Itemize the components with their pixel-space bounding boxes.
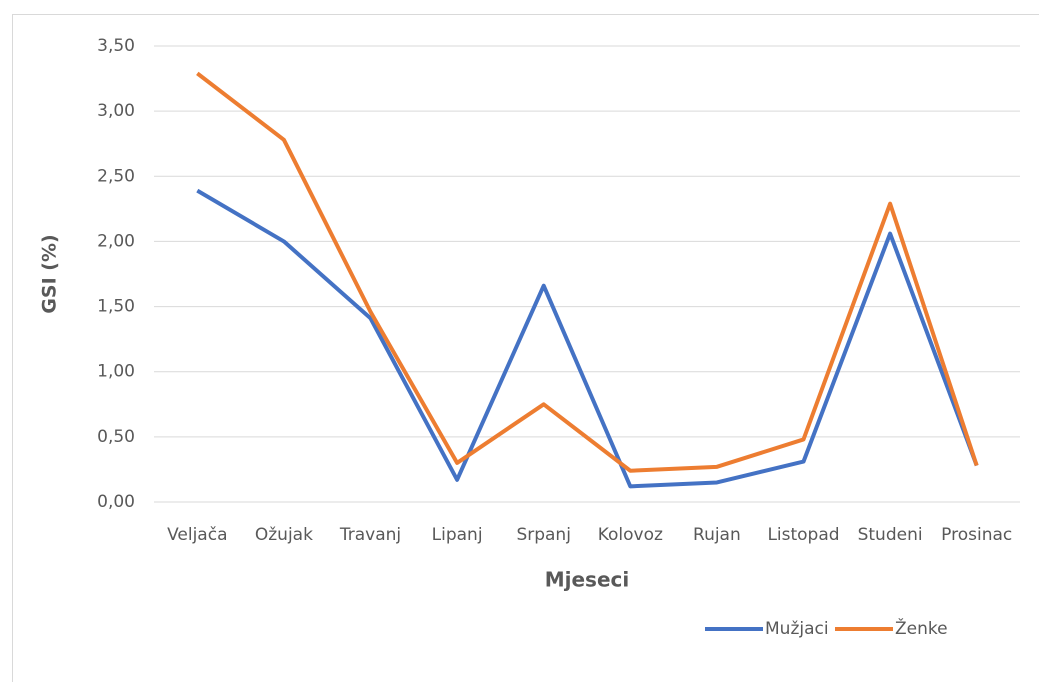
x-tick-label: Listopad bbox=[767, 525, 839, 545]
legend-label: Ženke bbox=[895, 617, 948, 639]
x-tick-label: Travanj bbox=[339, 525, 401, 545]
y-tick-label: 2,00 bbox=[97, 231, 135, 251]
x-tick-label: Prosinac bbox=[941, 525, 1012, 545]
x-tick-label: Lipanj bbox=[432, 525, 483, 545]
y-tick-label: 0,50 bbox=[97, 427, 135, 447]
y-tick-label: 1,00 bbox=[97, 362, 135, 382]
y-tick-label: 2,50 bbox=[97, 166, 135, 186]
y-tick-label: 3,50 bbox=[97, 36, 135, 56]
x-tick-label: Srpanj bbox=[516, 525, 571, 545]
line-series bbox=[196, 71, 979, 473]
y-tick-label: 0,00 bbox=[97, 492, 135, 512]
y-tick-label: 3,00 bbox=[97, 101, 135, 121]
x-axis-title: Mjeseci bbox=[545, 568, 630, 592]
x-tick-label: Ožujak bbox=[255, 525, 313, 545]
x-tick-label: Veljača bbox=[167, 525, 227, 545]
legend-label: Mužjaci bbox=[765, 619, 829, 639]
y-axis-title: GSI (%) bbox=[39, 234, 61, 313]
y-tick-label: 1,50 bbox=[97, 297, 135, 317]
x-tick-label: Rujan bbox=[693, 525, 741, 545]
x-tick-label: Studeni bbox=[858, 525, 923, 545]
chart-frame bbox=[12, 14, 1039, 682]
x-tick-label: Kolovoz bbox=[598, 525, 663, 545]
line-series bbox=[196, 188, 979, 489]
